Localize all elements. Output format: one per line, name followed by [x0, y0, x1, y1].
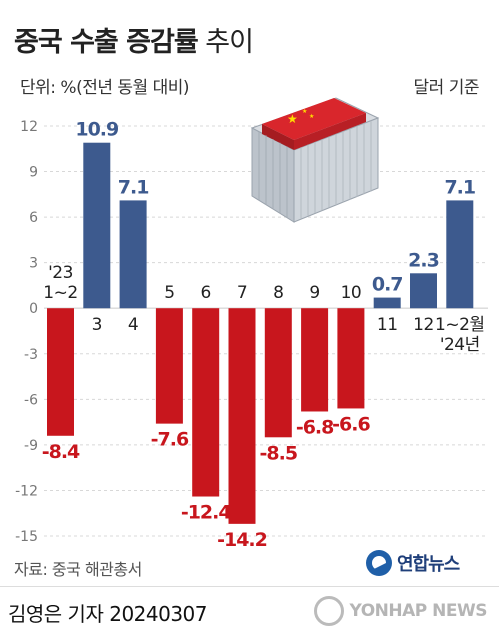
- value-label: -7.6: [151, 429, 189, 451]
- svg-text:★: ★: [309, 113, 314, 120]
- category-label: 12: [413, 315, 434, 335]
- y-tick-label: 12: [20, 119, 38, 135]
- logo-text: 연합뉴스: [397, 554, 460, 575]
- category-label: 1~2월: [435, 315, 485, 335]
- basis-label: 달러 기준: [413, 78, 480, 98]
- watermark: YONHAP NEWS: [313, 596, 488, 626]
- value-label: 10.9: [75, 119, 118, 141]
- y-tick-label: 9: [29, 165, 38, 181]
- y-axis-ticks: 12 9 6 3 0 -3 -6 -9 -12 -15: [15, 119, 38, 545]
- y-tick-label: -3: [24, 347, 38, 363]
- category-label: 7: [237, 283, 247, 303]
- category-label: 6: [201, 283, 211, 303]
- value-label: -8.4: [42, 441, 80, 463]
- category-label: 3: [92, 315, 102, 335]
- source-note: 자료: 중국 해관총서: [14, 560, 142, 579]
- bar: [410, 273, 437, 309]
- y-tick-label: -12: [15, 483, 38, 499]
- y-tick-label: -6: [24, 392, 38, 408]
- bar: [373, 297, 401, 309]
- category-label: 9: [309, 283, 319, 303]
- value-label: 2.3: [408, 249, 439, 271]
- bar: [83, 142, 111, 309]
- watermark-text: YONHAP NEWS: [349, 601, 488, 621]
- value-label: -6.8: [296, 416, 334, 438]
- value-label: 7.1: [118, 176, 149, 198]
- value-label: -12.4: [181, 502, 232, 524]
- yonhap-logo: 연합뉴스: [366, 550, 460, 576]
- category-label: 5: [164, 283, 174, 303]
- y-tick-label: 0: [29, 301, 38, 317]
- value-labels: -8.4 10.9 7.1 -7.6 -12.4 -14.2 -8.5 -6.8-6.6 0.7…: [42, 119, 476, 551]
- category-labels: '231~2 3 4 5 6 7 8 9 10 11 12 1~2월'24년: [43, 263, 485, 355]
- svg-text:★: ★: [302, 108, 307, 115]
- title-bold: 중국 수출 증감률: [14, 27, 199, 58]
- category-label: '23: [48, 263, 73, 283]
- value-label: 7.1: [444, 176, 475, 198]
- category-label: '24년: [440, 335, 480, 355]
- category-label: 1~2: [43, 283, 77, 303]
- footer-divider: [0, 586, 499, 587]
- bar: [228, 308, 256, 524]
- value-label: -8.5: [260, 442, 298, 464]
- category-label: 8: [273, 283, 283, 303]
- category-label: 4: [128, 315, 138, 335]
- container-icon: ★ ★ ★: [250, 97, 380, 223]
- y-tick-label: 3: [29, 256, 38, 272]
- reporter-credit: 김영은 기자 20240307: [8, 602, 208, 626]
- chart-title: 중국 수출 증감률 추이: [14, 20, 254, 59]
- y-tick-label: 6: [29, 210, 38, 226]
- value-label: -6.6: [332, 413, 370, 435]
- bar: [264, 308, 292, 438]
- category-label: 10: [341, 283, 362, 303]
- svg-text:★: ★: [287, 112, 298, 126]
- category-label: 11: [377, 315, 398, 335]
- value-label: 0.7: [372, 274, 403, 296]
- bar: [301, 308, 329, 412]
- bar: [119, 200, 147, 309]
- y-tick-label: -15: [15, 529, 38, 545]
- value-label: -14.2: [217, 529, 267, 551]
- bar: [446, 200, 474, 309]
- bar: [155, 308, 183, 424]
- watermark-icon: [313, 596, 344, 626]
- y-tick-label: -9: [24, 438, 38, 454]
- bar: [337, 308, 365, 409]
- title-light: 추이: [205, 27, 254, 58]
- bar: [192, 308, 220, 497]
- unit-label: 단위: %(전년 동월 대비): [20, 78, 189, 98]
- yonhap-logo-icon: [366, 550, 392, 576]
- bar: [47, 308, 74, 436]
- bars: [47, 142, 474, 524]
